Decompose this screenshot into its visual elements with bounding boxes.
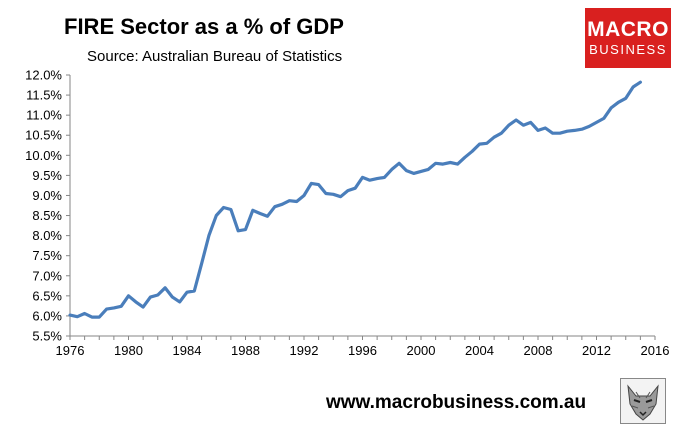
y-tick-label: 5.5% [32,329,62,344]
y-tick-label: 11.0% [26,108,62,123]
x-tick-label: 2008 [524,343,553,358]
x-tick-label: 2016 [641,343,670,358]
y-tick-label: 8.5% [32,208,62,223]
macrobusiness-logo[interactable]: MACRO BUSINESS [585,8,671,68]
y-tick-label: 11.5% [26,88,62,103]
y-tick-label: 7.0% [32,268,62,283]
x-tick-label: 1996 [348,343,377,358]
y-tick-label: 10.5% [25,128,62,143]
x-tick-label: 2012 [582,343,611,358]
x-tick-label: 2004 [465,343,494,358]
x-tick-label: 1992 [290,343,319,358]
y-tick-label: 10.0% [25,148,62,163]
x-tick-label: 1976 [56,343,85,358]
website-url[interactable]: www.macrobusiness.com.au [326,392,587,413]
series-line [68,80,643,319]
logo-line-2: BUSINESS [589,42,667,57]
y-tick-label: 6.0% [32,308,62,323]
y-tick-label: 9.5% [32,168,62,183]
chart-title: FIRE Sector as a % of GDP [64,14,344,39]
y-tick-label: 12.0% [25,68,62,83]
chart-subtitle: Source: Australian Bureau of Statistics [87,48,343,65]
wolf-logo-icon [620,378,666,424]
x-tick-label: 1980 [114,343,143,358]
logo-line-1: MACRO [587,18,669,41]
y-tick-label: 8.0% [32,228,62,243]
x-tick-label: 1984 [173,343,202,358]
y-tick-label: 9.0% [32,188,62,203]
x-tick-label: 1988 [231,343,260,358]
y-tick-label: 7.5% [32,248,62,263]
line-chart: 5.5% 6.0% 6.5% 7.0% 7.5% 8.0% 8.5% 9.0% 9.5% 10.0… [25,68,670,359]
x-tick-label: 2000 [407,343,436,358]
y-tick-label: 6.5% [32,288,62,303]
